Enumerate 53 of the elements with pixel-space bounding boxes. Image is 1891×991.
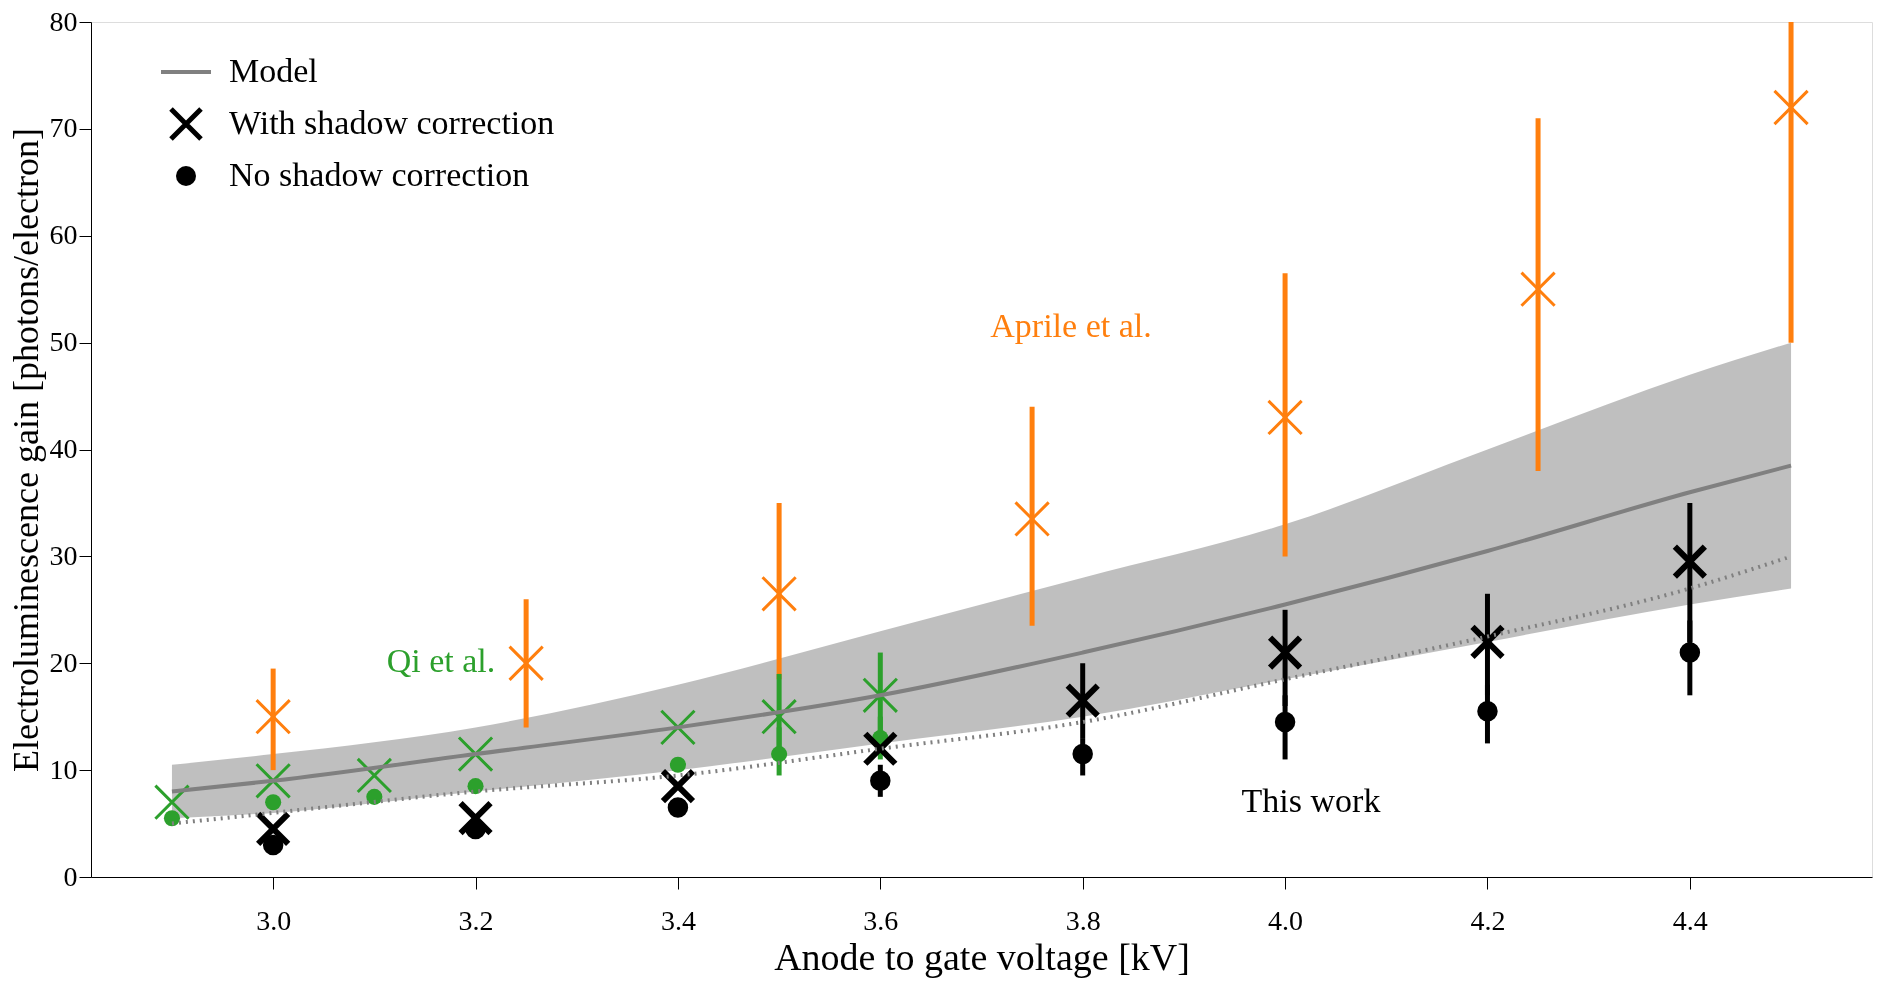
y-tick-label: 70 [49,112,78,144]
x-axis-title: Anode to gate voltage [kV] [774,935,1190,978]
y-axis-title: Electroluminescence gain [photons/electron] [5,128,46,772]
annotation: This work [1241,782,1381,819]
annotation: Qi et al. [386,642,496,679]
y-tick-label: 20 [49,646,78,678]
point [761,575,798,612]
point [265,794,282,811]
point [255,810,292,847]
point [870,770,891,792]
x-tick-label: 3.2 [458,904,494,936]
annotation: Aprile et al. [990,307,1152,344]
legend-label: Model [229,52,318,89]
point [667,797,689,818]
point [1064,682,1101,719]
x-tick-label: 4.4 [1672,904,1708,936]
point [1267,399,1304,436]
point [1477,701,1498,722]
point [366,788,383,805]
point [465,818,486,840]
x-tick-label: 3.6 [863,904,899,936]
y-tick-label: 10 [49,753,78,785]
x-tick-label: 4.2 [1470,904,1506,936]
point [659,768,696,805]
point [153,784,191,821]
point [669,756,686,773]
point [1519,271,1557,308]
y-tick-label: 60 [49,219,78,251]
point [1469,623,1506,660]
y-tick-label: 0 [63,860,78,892]
point [508,645,545,682]
y-tick-label: 80 [49,5,78,37]
point [467,778,484,795]
x-tick-label: 3.8 [1065,904,1101,936]
legend-label: With shadow correction [229,104,555,141]
point [1072,743,1093,765]
point [1772,89,1810,126]
legend-label: No shadow correction [229,156,530,193]
x-tick-label: 4.0 [1268,904,1304,936]
point [1014,500,1051,538]
point [262,834,284,856]
y-tick-label: 40 [49,433,78,464]
point [771,746,788,763]
y-tick-label: 50 [49,326,78,358]
point [1267,634,1304,671]
y-tick-label: 30 [49,539,78,571]
point [255,698,292,735]
point [1679,642,1701,663]
x-tick-label: 3.0 [256,904,292,936]
point [1274,711,1296,733]
point [1671,543,1708,580]
x-tick-label: 3.4 [660,904,696,936]
point [163,810,181,827]
